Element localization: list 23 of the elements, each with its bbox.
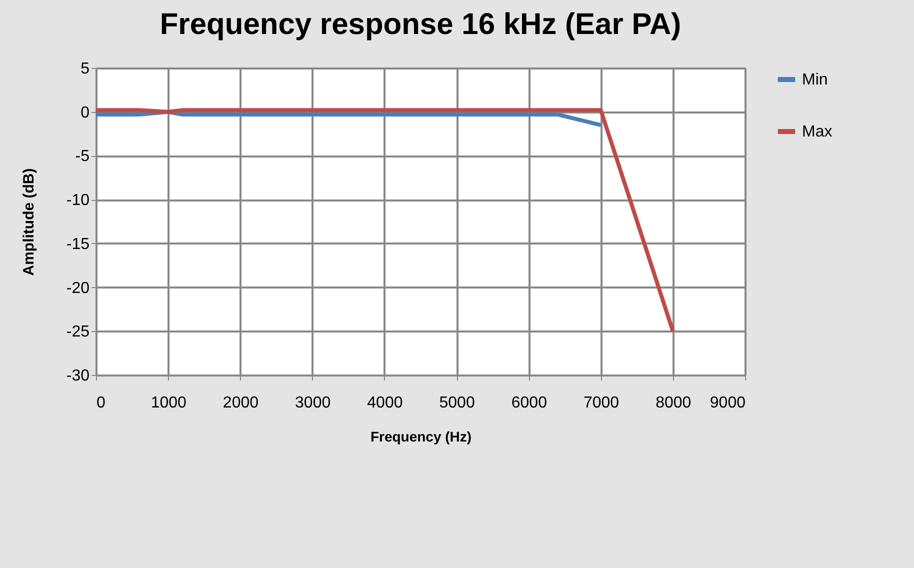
y-tick-label: 5	[80, 60, 90, 78]
legend-label: Min	[802, 72, 828, 88]
x-tick-label: 8000	[656, 394, 692, 412]
y-tick-label: 0	[80, 104, 90, 122]
legend-label: Max	[802, 124, 832, 140]
chart-title: Frequency response 16 kHz (Ear PA)	[160, 8, 682, 41]
y-tick-label: -25	[66, 324, 90, 341]
y-tick-label: -10	[66, 192, 90, 210]
x-tick-label: 2000	[222, 394, 259, 412]
x-tick-label: 0	[96, 394, 106, 412]
x-tick-label: 6000	[511, 394, 548, 412]
x-tick-label: 5000	[439, 394, 475, 412]
x-axis-title: Frequency (Hz)	[370, 428, 472, 444]
x-tick-label: 4000	[367, 394, 403, 412]
y-tick-label: -5	[75, 148, 90, 166]
y-tick-label: -20	[66, 280, 90, 297]
x-tick-label: 3000	[295, 394, 331, 412]
x-tick-label: 1000	[150, 394, 187, 412]
y-tick-label: -15	[66, 236, 90, 253]
x-tick-label: 7000	[583, 394, 620, 412]
y-axis-title: Amplitude (dB)	[20, 168, 38, 276]
x-tick-label: 9000	[710, 394, 746, 412]
y-tick-label: -30	[66, 368, 90, 384]
